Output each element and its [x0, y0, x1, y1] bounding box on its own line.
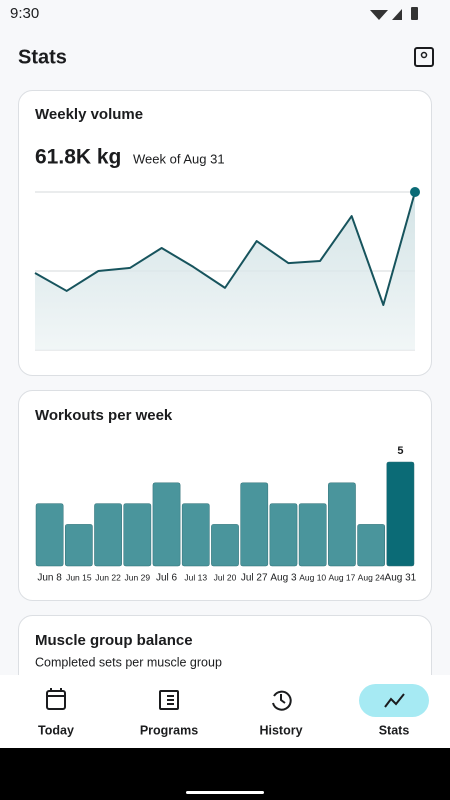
current-value: 61.8K kg	[35, 146, 121, 169]
x-tick-label: Jul 6	[156, 573, 178, 584]
x-tick-label: Aug 3	[270, 573, 297, 584]
status-time: 9:30	[10, 5, 39, 22]
bar	[35, 503, 64, 567]
x-tick-label: Aug 24	[358, 572, 385, 582]
x-tick-label: Jul 13	[184, 572, 207, 582]
bar	[328, 482, 356, 567]
bar	[357, 524, 386, 567]
bar	[152, 482, 181, 567]
bar	[386, 461, 415, 567]
current-period: Week of Aug 31	[133, 151, 225, 166]
x-tick-label: Jul 27	[241, 573, 268, 584]
bar	[240, 482, 269, 567]
last-point	[410, 187, 420, 197]
area	[35, 192, 415, 350]
x-tick-label: Aug 10	[299, 572, 326, 582]
x-tick-label: Jun 8	[37, 573, 62, 584]
x-tick-label: Aug 17	[328, 572, 355, 582]
nav-label[interactable]: Stats	[379, 723, 410, 737]
value-label: 5	[397, 445, 403, 457]
nav-label[interactable]: Today	[38, 723, 74, 737]
x-tick-label: Jul 20	[214, 572, 237, 582]
card-title: Muscle group balance	[35, 632, 193, 649]
bar	[211, 524, 239, 567]
line	[34, 191, 416, 307]
card-title: Workouts per week	[35, 407, 173, 424]
home-indicator	[186, 791, 264, 794]
x-tick-label: Aug 31	[385, 573, 417, 584]
x-tick-label: Jun 15	[66, 572, 92, 582]
bar	[269, 503, 298, 567]
status-icons	[370, 7, 418, 20]
bar	[298, 503, 327, 567]
bar	[123, 503, 152, 567]
x-tick-label: Jun 29	[125, 572, 151, 582]
bar	[181, 503, 210, 567]
x-tick-label: Jun 22	[95, 572, 121, 582]
page-title: Stats	[18, 46, 67, 68]
active-indicator	[359, 684, 429, 717]
nav-label[interactable]: Programs	[140, 723, 198, 737]
bar	[64, 524, 93, 567]
nav-label[interactable]: History	[259, 723, 302, 737]
nav-icons	[46, 688, 405, 711]
scale-button[interactable]	[414, 47, 434, 67]
card-title: Weekly volume	[35, 106, 143, 123]
bar	[94, 503, 122, 567]
card-subtitle: Completed sets per muscle group	[35, 655, 222, 669]
